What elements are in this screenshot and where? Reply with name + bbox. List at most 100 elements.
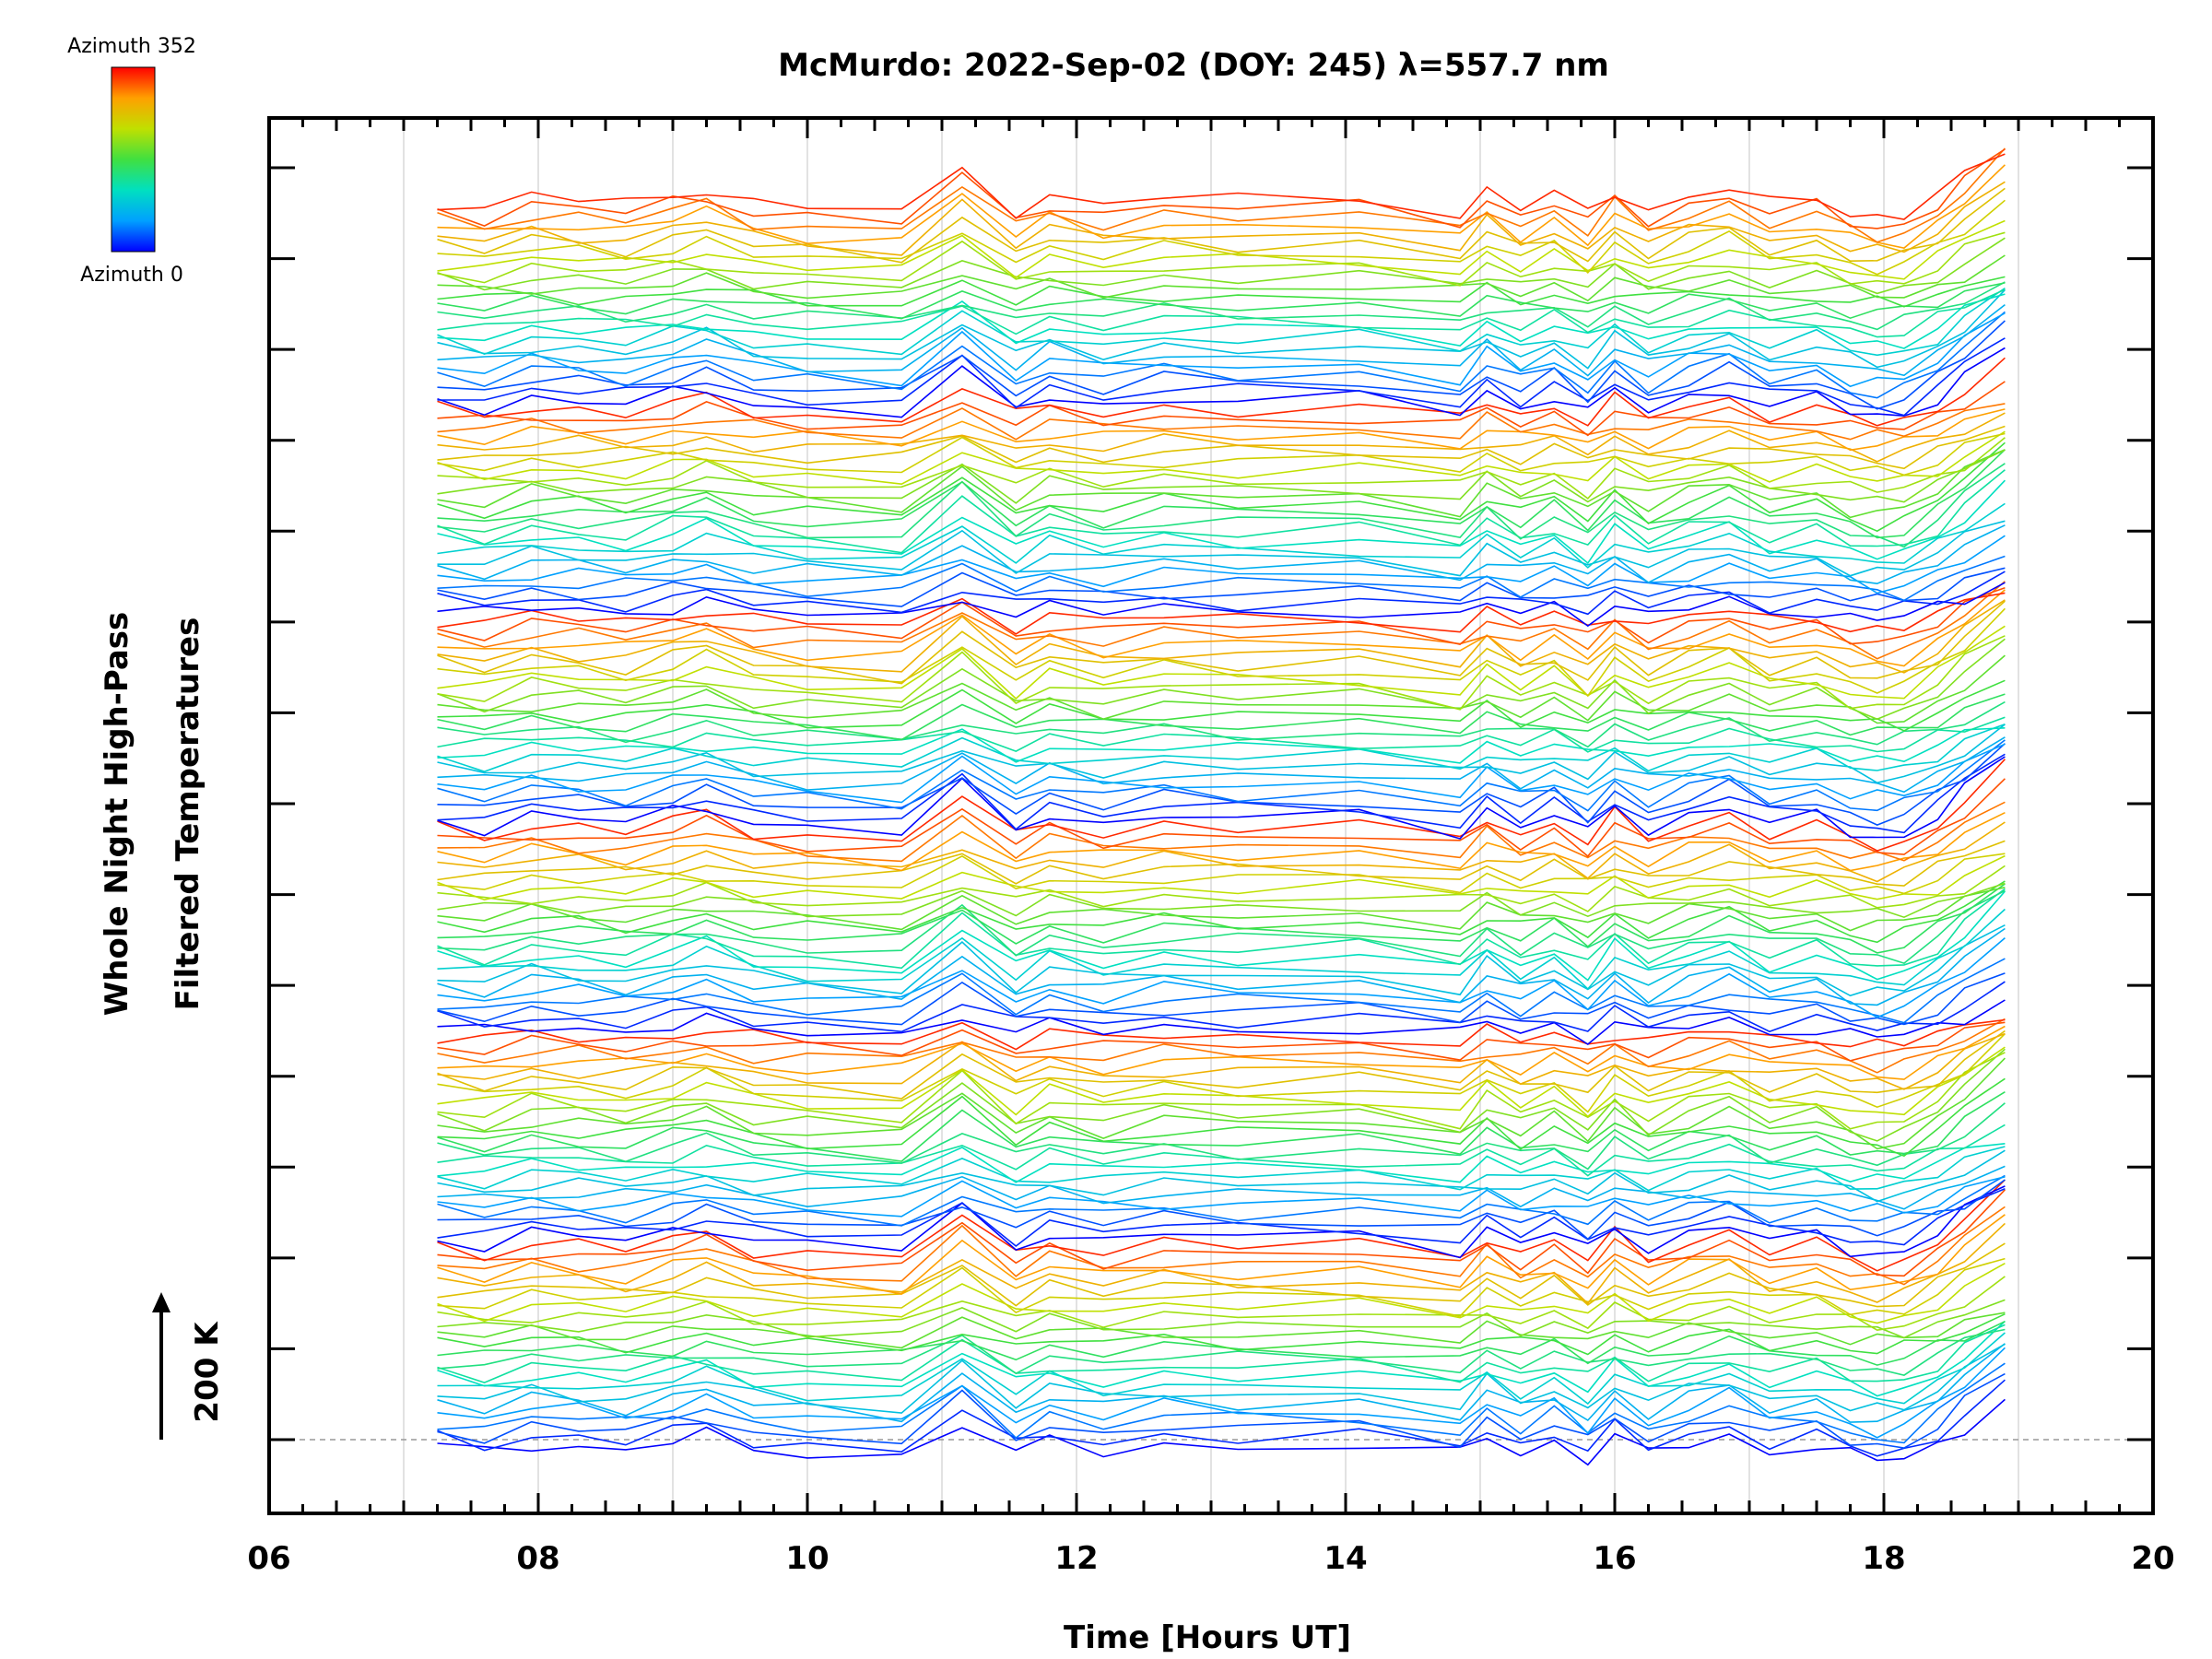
series-line (437, 700, 2006, 748)
series-line (437, 889, 2006, 964)
series-line (437, 1143, 2006, 1183)
series-line (437, 237, 2006, 295)
series-line (437, 1242, 2006, 1308)
series-line (437, 535, 2006, 594)
y-ticks (269, 166, 2153, 1441)
series-line (437, 999, 2006, 1045)
series-line (437, 753, 2006, 834)
x-tick-label: 16 (1593, 1540, 1636, 1577)
series-line (437, 958, 2006, 1024)
series-line (437, 567, 2006, 607)
y-axis-label-line2: Filtered Temperatures (170, 618, 206, 1011)
x-tick-label: 12 (1054, 1540, 1098, 1577)
series-line (437, 589, 2006, 667)
series-line (437, 1189, 2006, 1277)
series-line (437, 1214, 2006, 1295)
series-line (437, 288, 2006, 370)
series-line (437, 571, 2006, 616)
series-line (437, 887, 2006, 932)
series-line (437, 288, 2006, 338)
series-line (437, 469, 2006, 554)
x-ticks (267, 118, 2155, 1513)
series-line (437, 981, 2006, 1033)
series-line (437, 1176, 2006, 1218)
series-line (437, 282, 2006, 320)
series-line (437, 381, 2006, 437)
series-line (437, 199, 2006, 276)
series-line (437, 1332, 2006, 1406)
x-tick-label: 06 (247, 1540, 290, 1577)
series-line (437, 347, 2006, 418)
series-line (437, 592, 2006, 635)
series-line (437, 437, 2006, 500)
series-line (437, 888, 2006, 970)
series-line (437, 759, 2006, 852)
x-tick-label: 08 (516, 1540, 559, 1577)
series-line (437, 181, 2006, 256)
series-line (437, 927, 2006, 1006)
series-line (437, 924, 2006, 997)
series-line (437, 1102, 2006, 1171)
series-line (437, 727, 2006, 764)
series-line (437, 449, 2006, 519)
series-line (437, 312, 2006, 388)
x-tick-label: 14 (1324, 1540, 1367, 1577)
series-line (437, 1222, 2006, 1305)
series-line (437, 865, 2006, 912)
series-line (437, 1328, 2006, 1376)
series-line (437, 148, 2006, 229)
series-line (437, 821, 2006, 883)
series-line (437, 854, 2006, 901)
series-line (437, 724, 2006, 784)
series-line (437, 1165, 2006, 1210)
series-line (437, 582, 2006, 628)
series-line (437, 449, 2006, 539)
series-line (437, 1263, 2006, 1324)
series-line (437, 311, 2006, 399)
series-line (437, 743, 2006, 804)
series-line (437, 555, 2006, 602)
series-line (437, 524, 2006, 585)
series-line (437, 679, 2006, 732)
x-tick-label: 10 (785, 1540, 829, 1577)
series-line (437, 716, 2006, 753)
series-line (437, 357, 2006, 427)
series-line (437, 723, 2006, 772)
series-line (437, 1276, 2006, 1332)
series-line (437, 880, 2006, 944)
series-line (437, 882, 2006, 919)
series-line (437, 219, 2006, 280)
series-line (437, 1046, 2006, 1118)
series-line (437, 1188, 2006, 1248)
series-line (437, 599, 2006, 674)
series-line (437, 1343, 2006, 1414)
series-line (437, 756, 2006, 840)
series-line (437, 853, 2006, 895)
series-line (437, 520, 2006, 577)
series-line (437, 1033, 2006, 1113)
series-line (437, 320, 2006, 410)
colorbar: Azimuth 352 Azimuth 0 (67, 35, 196, 287)
series-line (437, 1379, 2006, 1457)
series-line (437, 303, 2006, 377)
series-line (437, 1030, 2006, 1100)
colorbar-bottom-label: Azimuth 0 (80, 264, 183, 287)
series-line (437, 801, 2006, 863)
series-line (437, 403, 2006, 441)
scale-arrow-head (152, 1292, 171, 1312)
series-line (437, 840, 2006, 887)
series-line (437, 936, 2006, 1018)
series-line (437, 1052, 2006, 1130)
scale-marker-label: 200 K (189, 1321, 226, 1423)
series-line (437, 432, 2006, 477)
series-line (437, 654, 2006, 724)
series-line (437, 287, 2006, 357)
series-line (437, 231, 2006, 287)
series-line (437, 638, 2006, 721)
series-line (437, 600, 2006, 685)
series-line (437, 502, 2006, 569)
series-line (437, 1124, 2006, 1177)
series-group (437, 147, 2006, 1466)
series-line (437, 1206, 2006, 1286)
